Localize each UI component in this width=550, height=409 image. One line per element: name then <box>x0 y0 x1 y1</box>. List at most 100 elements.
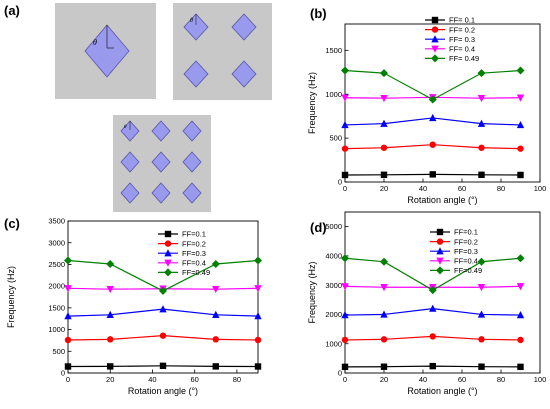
theta-label-tiny: θ <box>124 125 127 130</box>
y-tick-label: 4000 <box>325 252 342 261</box>
inclusion-square <box>84 24 130 78</box>
y-tick-label: 3000 <box>48 238 65 247</box>
y-tick-label: 1000 <box>325 90 342 99</box>
data-point <box>212 336 219 343</box>
legend-marker <box>431 54 439 63</box>
x-tick-label: 80 <box>497 184 505 193</box>
legend-marker <box>164 259 172 267</box>
data-point <box>380 171 388 179</box>
data-point <box>211 259 220 268</box>
x-tick-label: 20 <box>106 375 114 384</box>
plot-frame <box>344 211 541 374</box>
legend-entry: FF=0.1 <box>454 228 478 237</box>
legend-entry: FF= 0.4 <box>449 45 475 54</box>
data-point <box>516 311 525 319</box>
data-point <box>477 257 486 266</box>
data-point <box>478 363 485 370</box>
legend-marker <box>436 228 444 236</box>
inclusion-square <box>120 120 140 142</box>
data-point <box>380 336 388 343</box>
x-tick-label: 60 <box>458 375 466 384</box>
y-tick-label: 500 <box>329 134 342 143</box>
data-point <box>341 336 349 344</box>
legend-entry: FF=0.49 <box>182 268 210 277</box>
data-point <box>478 144 485 151</box>
legend-entry: FF= 0.49 <box>449 54 479 63</box>
data-point <box>380 310 388 318</box>
data-point <box>477 94 486 103</box>
y-axis-label: Frequency (Hz) <box>307 261 317 323</box>
inclusion-square <box>231 60 257 88</box>
legend-entry: FF= 0.1 <box>449 16 475 25</box>
x-tick-label: 100 <box>534 184 547 193</box>
x-axis-label: Rotation angle (°) <box>128 386 198 396</box>
x-tick-label: 40 <box>419 184 427 193</box>
x-tick-label: 40 <box>148 375 156 384</box>
data-point <box>341 94 349 102</box>
plot-frame <box>67 220 259 374</box>
data-point <box>341 283 349 291</box>
chart-c: 0 20 40 60 80 0 500 1000 1500 2000 2500 3000 3500 Rot… <box>6 217 262 396</box>
data-point <box>159 305 167 313</box>
y-tick-label: 0 <box>338 178 342 187</box>
legend-entry: FF=0.2 <box>454 237 478 246</box>
data-point <box>107 336 114 343</box>
panel-c-letter: (c) <box>4 216 20 231</box>
legend-marker <box>436 238 444 245</box>
x-tick-label: 0 <box>66 375 70 384</box>
y-tick-label: 0 <box>61 369 65 378</box>
x-axis-label: Rotation angle (°) <box>407 195 477 205</box>
legend-marker <box>436 247 444 255</box>
x-tick-label: 80 <box>233 375 241 384</box>
y-tick-label: 5000 <box>325 222 342 231</box>
legend-entry: FF=0.49 <box>454 266 482 275</box>
data-point <box>212 310 220 319</box>
data-point <box>516 120 525 129</box>
legend-entry: FF=0.4 <box>454 257 478 266</box>
data-point <box>429 171 436 178</box>
data-point <box>254 336 262 344</box>
y-tick-label: 1000 <box>48 325 65 334</box>
data-point <box>380 363 388 370</box>
x-tick-label: 100 <box>534 375 547 384</box>
data-point <box>478 171 485 179</box>
data-point <box>429 333 436 340</box>
data-point <box>159 362 167 370</box>
data-point <box>517 336 524 344</box>
data-point <box>380 144 388 151</box>
legend-marker <box>431 26 439 33</box>
data-point <box>341 363 349 371</box>
legend-marker <box>164 249 172 257</box>
inclusion-square <box>231 13 257 41</box>
y-tick-label: 0 <box>338 369 342 378</box>
inclusion-square <box>120 182 140 204</box>
x-tick-label: 0 <box>343 375 347 384</box>
data-point <box>428 95 437 104</box>
y-axis-label: Frequency (Hz) <box>307 72 317 134</box>
data-point <box>429 304 437 312</box>
inclusion-square <box>151 151 171 173</box>
inclusion-square <box>151 182 171 204</box>
legend-marker <box>431 16 439 24</box>
legend-entry: FF=0.3 <box>182 249 206 258</box>
x-axis-label: Rotation angle (°) <box>407 386 477 396</box>
inclusion-square <box>183 60 209 88</box>
y-tick-label: 500 <box>52 347 65 356</box>
data-point <box>516 254 525 263</box>
data-point <box>341 171 349 179</box>
data-point <box>429 362 436 370</box>
y-tick-label: 2500 <box>48 260 65 269</box>
data-point <box>106 259 115 268</box>
data-point <box>477 69 486 78</box>
data-point <box>64 256 72 265</box>
inclusion-square <box>182 120 202 142</box>
data-point <box>477 284 486 292</box>
data-point <box>106 310 114 319</box>
data-point <box>64 285 72 293</box>
data-point <box>478 336 485 343</box>
data-point <box>341 145 349 152</box>
inclusion-square <box>183 13 209 41</box>
data-point <box>380 257 388 266</box>
y-tick-label: 1500 <box>325 46 342 55</box>
